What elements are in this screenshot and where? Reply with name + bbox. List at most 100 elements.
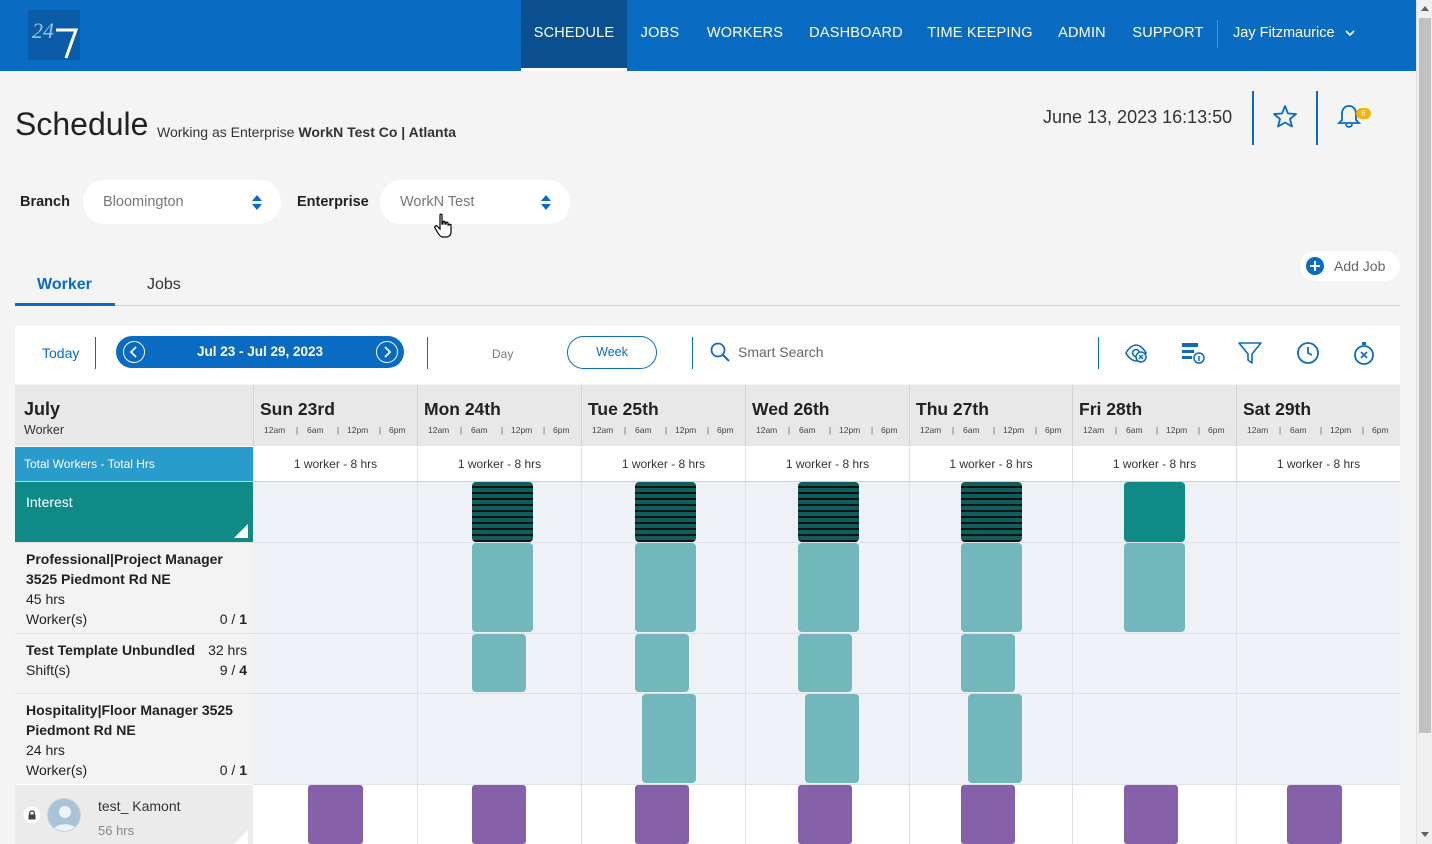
branch-select[interactable]: Bloomington (83, 180, 281, 224)
scroll-up-arrow[interactable] (1421, 6, 1429, 11)
day-name: Thu 27th (916, 399, 989, 419)
job-block[interactable] (642, 694, 696, 783)
row-divider (253, 542, 1400, 543)
shift-block[interactable] (798, 482, 859, 542)
tab-jobs[interactable]: Jobs (147, 276, 181, 293)
hour-ticks: 12am | 6am | 12pm | 6pm (1083, 425, 1225, 435)
interest-label: Interest (26, 494, 73, 510)
worker-shift-block[interactable] (635, 785, 689, 844)
page-scrollbar[interactable] (1416, 0, 1432, 844)
month-header: July Worker (15, 385, 253, 446)
avatar[interactable] (47, 798, 81, 832)
day-view-button[interactable]: Day (492, 347, 514, 361)
nav-workers[interactable]: WORKERS (706, 25, 784, 41)
bell-icon[interactable] (1336, 103, 1362, 134)
job-title: Professional|Project Manager (26, 551, 223, 567)
smart-search-input[interactable]: Smart Search (738, 344, 824, 360)
worker-shift-block[interactable] (308, 785, 363, 844)
user-menu[interactable]: Jay Fitzmaurice (1233, 0, 1355, 66)
job-block[interactable] (968, 694, 1022, 783)
shift-block[interactable] (961, 482, 1022, 542)
shift-block[interactable] (1124, 482, 1185, 542)
worker-shift-block[interactable] (472, 785, 526, 844)
toolbar-divider (95, 337, 96, 369)
filter-icon[interactable] (1237, 340, 1263, 371)
add-job-label: Add Job (1334, 258, 1386, 274)
day-header: Fri 28th 12am | 6am | 12pm | 6pm (1072, 385, 1236, 446)
page-title: Schedule (15, 106, 149, 142)
worker-shift-block[interactable] (1287, 785, 1342, 844)
enterprise-select[interactable]: WorkN Test (380, 180, 570, 224)
hide-view-icon[interactable] (1123, 340, 1149, 371)
hour-label: 6am (471, 425, 488, 435)
scroll-thumb[interactable] (1419, 18, 1431, 733)
active-tab-indicator (15, 303, 115, 306)
hour-label: 12am (920, 425, 942, 435)
shift-block[interactable] (472, 482, 533, 542)
worker-row-label[interactable]: test_ Kamont 56 hrs (15, 785, 253, 844)
today-button[interactable]: Today (42, 345, 80, 361)
job-block[interactable] (1124, 543, 1185, 632)
company-logo[interactable]: 24 (26, 8, 84, 62)
hour-label: 12pm (511, 425, 533, 435)
shift-count-label: Shift(s) (26, 662, 71, 678)
hour-label: 6pm (389, 425, 406, 435)
nav-jobs[interactable]: JOBS (640, 25, 680, 41)
hour-label: 12am (756, 425, 778, 435)
worker-count-label: Worker(s) (26, 762, 88, 778)
nav-dashboard[interactable]: DASHBOARD (809, 25, 903, 41)
stopwatch-icon[interactable] (1351, 340, 1377, 371)
star-icon[interactable] (1272, 104, 1298, 133)
job-block[interactable] (798, 543, 859, 632)
worker-shift-block[interactable] (1124, 785, 1178, 844)
job-block[interactable] (472, 543, 533, 632)
job-row-label[interactable]: Hospitality|Floor Manager 3525 Piedmont … (15, 693, 253, 784)
job-block[interactable] (798, 634, 852, 692)
nav-support[interactable]: SUPPORT (1132, 25, 1204, 41)
nav-schedule[interactable]: SCHEDULE (521, 0, 627, 71)
job-info-icon[interactable] (1180, 340, 1206, 371)
working-as-company: WorkN Test Co | Atlanta (298, 124, 457, 140)
date-range-navigator: Jul 23 - Jul 29, 2023 (116, 336, 404, 368)
job-address: 3525 Piedmont Rd NE (26, 571, 171, 587)
tab-worker[interactable]: Worker (37, 276, 92, 293)
top-navbar: 24 SCHEDULE JOBS WORKERS DASHBOARD TIME … (0, 0, 1416, 71)
toolbar-divider (692, 337, 693, 369)
user-name: Jay Fitzmaurice (1233, 25, 1335, 41)
day-total: 1 worker - 8 hrs (909, 447, 1072, 481)
prev-week-button[interactable] (123, 341, 145, 363)
search-icon[interactable] (710, 342, 730, 367)
nav-admin[interactable]: ADMIN (1058, 25, 1106, 41)
branch-label: Branch (20, 194, 70, 210)
interest-group-header[interactable]: Interest (15, 482, 253, 542)
worker-shift-block[interactable] (798, 785, 852, 844)
job-block[interactable] (961, 634, 1015, 692)
hour-ticks: 12am | 6am | 12pm | 6pm (1247, 425, 1389, 435)
notification-badge: 6 (1356, 108, 1371, 119)
job-block[interactable] (805, 694, 859, 783)
nav-time-keeping[interactable]: TIME KEEPING (927, 25, 1033, 41)
scroll-down-arrow[interactable] (1421, 832, 1429, 837)
worker-shift-block[interactable] (961, 785, 1015, 844)
job-row-label[interactable]: Test Template Unbundled 32 hrs Shift(s) … (15, 633, 253, 693)
day-total: 1 worker - 8 hrs (1236, 447, 1400, 481)
next-week-button[interactable] (376, 341, 398, 363)
week-view-button[interactable]: Week (567, 336, 657, 369)
hour-label: 6pm (717, 425, 734, 435)
history-clock-icon[interactable] (1295, 340, 1321, 371)
expand-corner-icon[interactable] (234, 830, 248, 844)
toolbar-divider (1098, 337, 1099, 369)
month-subtitle: Worker (24, 423, 65, 437)
hour-label: 12pm (1003, 425, 1025, 435)
job-block[interactable] (635, 543, 696, 632)
hour-label: 12am (264, 425, 286, 435)
day-divider (581, 482, 582, 844)
shift-block[interactable] (635, 482, 696, 542)
add-job-button[interactable]: Add Job (1300, 251, 1400, 281)
job-block[interactable] (472, 634, 526, 692)
job-block[interactable] (635, 634, 689, 692)
job-row-label[interactable]: Professional|Project Manager 3525 Piedmo… (15, 542, 253, 633)
expand-corner-icon[interactable] (234, 524, 248, 538)
worker-name[interactable]: test_ Kamont (98, 798, 181, 814)
job-block[interactable] (961, 543, 1022, 632)
